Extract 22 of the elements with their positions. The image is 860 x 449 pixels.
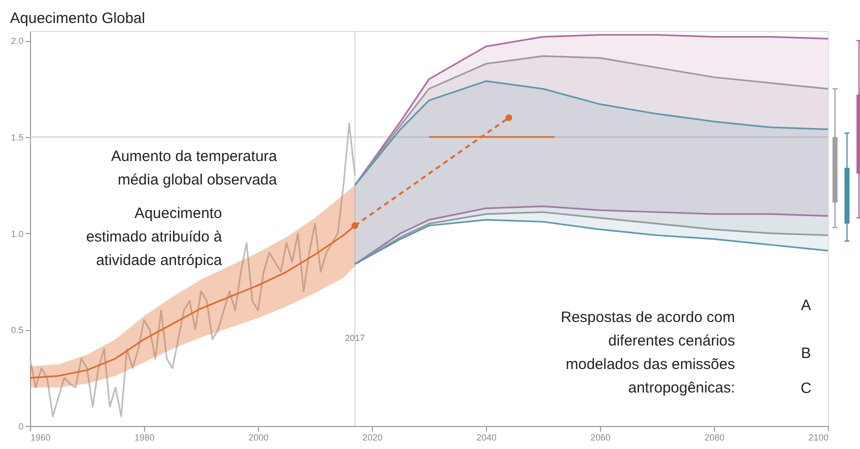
y-tick-label: 0.5 (10, 325, 24, 336)
x-tick-label: 1980 (134, 432, 155, 442)
y-tick-label: 1.5 (10, 132, 24, 142)
line-series (354, 80, 829, 186)
y-tick-label: 1.0 (10, 228, 24, 239)
annotation: B (800, 345, 812, 362)
annotation: Aquecimento estimado atribuído à atividade antrópica (86, 205, 223, 269)
x-tick-label: 2040 (476, 432, 497, 442)
x-tick-label: 2000 (248, 432, 269, 442)
annotation: C (800, 380, 812, 397)
annotation: A (800, 297, 812, 314)
x-tick-label: 2080 (704, 432, 725, 442)
annotation: Aumento da temperatura média global observada (111, 148, 278, 188)
chart-title: Aquecimento Global (10, 10, 146, 27)
ref-line-label: 2017 (344, 333, 365, 343)
x-tick-label: 2060 (590, 432, 611, 442)
x-tick-label: 1960 (30, 432, 51, 442)
x-tick-label: 2020 (362, 432, 383, 442)
y-tick-label: 2.0 (10, 36, 24, 46)
x-tick-label: 2100 (808, 432, 828, 442)
annotation: Respostas de acordo com diferentes cenários modelados das emissões antropogênicas: (560, 309, 735, 396)
y-tick-label: 0 (18, 422, 24, 432)
